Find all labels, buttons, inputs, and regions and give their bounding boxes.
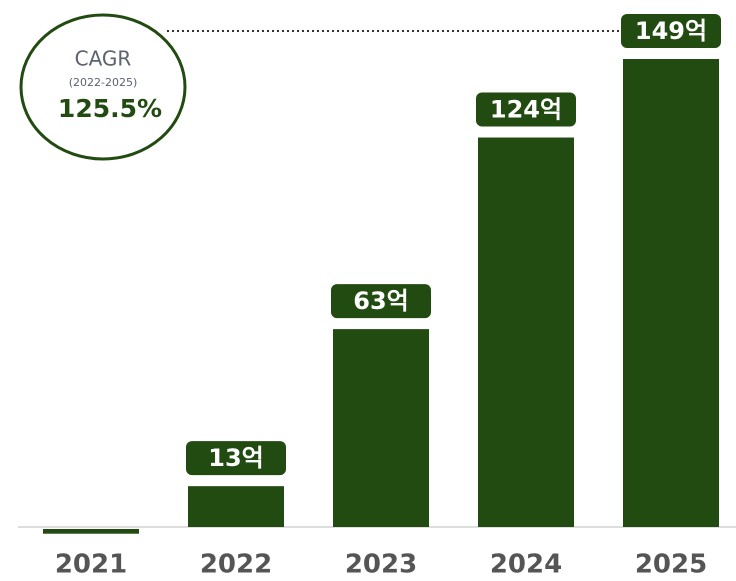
cagr-value: 125.5% xyxy=(58,94,162,123)
x-tick-label: 2025 xyxy=(635,550,707,580)
bar xyxy=(188,486,284,527)
value-label: 63억 xyxy=(353,287,408,315)
value-label-bg xyxy=(476,92,576,127)
bar xyxy=(333,329,429,527)
value-label-bg xyxy=(331,284,431,319)
value-label: 124억 xyxy=(490,96,562,124)
cagr-label: CAGR xyxy=(75,47,132,71)
x-tick-label: 2024 xyxy=(490,550,562,580)
value-label-bg xyxy=(621,14,721,48)
cagr-circle xyxy=(19,13,187,161)
value-label-bg xyxy=(186,441,286,476)
bar xyxy=(623,59,719,527)
bar xyxy=(478,137,574,527)
cagr-period: (2022-2025) xyxy=(69,76,138,89)
value-label: 13억 xyxy=(208,444,263,472)
bar xyxy=(43,529,139,534)
x-tick-label: 2021 xyxy=(55,550,127,580)
x-tick-label: 2023 xyxy=(345,550,417,580)
value-label: 149억 xyxy=(635,17,707,45)
x-tick-label: 2022 xyxy=(200,550,272,580)
